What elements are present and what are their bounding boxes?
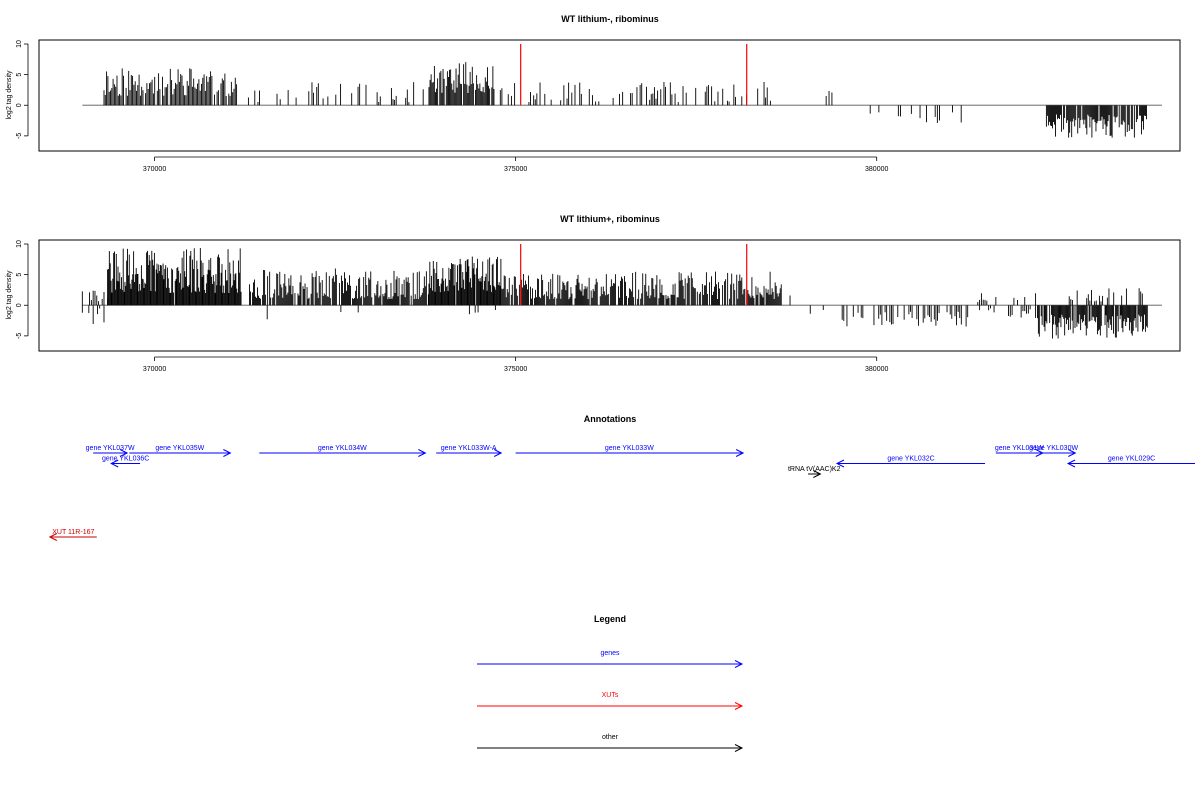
annotation-feature: gene YKL029C <box>1066 456 1195 468</box>
feature-label: gene YKL030W <box>1029 445 1078 452</box>
feature-label: gene YKL031W <box>995 445 1044 452</box>
feature-arrow-head <box>1068 449 1077 457</box>
feature-label: gene YKL032C <box>887 456 934 463</box>
feature-label: gene YKL036C <box>102 456 149 463</box>
feature-arrow-head <box>48 533 58 541</box>
y-tick-label: 5 <box>16 73 23 77</box>
x-tick-label: 370000 <box>143 366 166 373</box>
legend-items: genes XUTs other <box>477 650 744 752</box>
legend-label: XUTs <box>602 692 619 699</box>
annotation-feature: XUT 11R-167 <box>48 529 97 541</box>
feature-arrow-head <box>119 449 129 457</box>
annotation-feature: gene YKL030W <box>1029 445 1078 457</box>
annotation-feature: gene YKL033W <box>515 445 745 457</box>
feature-label: tRNA tV(AAC)K2 <box>788 466 841 473</box>
axes: -5 0 5 10 370000 375000 380000 <box>16 40 888 173</box>
feature-arrow-head <box>418 449 427 457</box>
panel-title: WT lithium+, ribominus <box>560 214 660 224</box>
y-tick-label: 0 <box>16 303 23 307</box>
feature-label: gene YKL037W <box>86 445 135 452</box>
legend-label: other <box>602 734 619 741</box>
density-bars <box>82 44 1162 138</box>
annotation-feature: gene YKL037W <box>86 445 135 457</box>
plot-frame <box>38 39 1181 152</box>
y-tick-label: 5 <box>16 273 23 277</box>
legend-arrow-head <box>734 744 744 752</box>
legend-item: other <box>477 734 744 752</box>
x-tick-label: 375000 <box>504 366 527 373</box>
annotation-feature: gene YKL035W <box>129 445 232 457</box>
legend-arrow-head <box>734 660 744 668</box>
y-axis-label: log2 tag density <box>6 270 13 320</box>
feature-arrow-head <box>735 449 745 457</box>
annotations-title: Annotations <box>584 414 637 424</box>
x-tick-label: 375000 <box>504 166 527 173</box>
y-tick-label: -5 <box>16 133 23 139</box>
x-tick-label: 380000 <box>865 166 888 173</box>
legend-label: genes <box>600 650 620 657</box>
legend-title: Legend <box>594 614 626 624</box>
annotation-feature: gene YKL032C <box>835 456 986 468</box>
feature-arrow-head <box>110 459 119 468</box>
annotation-feature: gene YKL033W-A <box>436 445 503 457</box>
y-axis-label: log2 tag density <box>6 70 13 120</box>
feature-label: gene YKL034W <box>318 445 367 452</box>
legend: Legend genes XUTs other <box>477 614 744 752</box>
track-panel-lithium-plus: WT lithium+, ribominus log2 tag density … <box>6 214 1181 373</box>
density-bars <box>81 244 1162 339</box>
feature-label: gene YKL033W-A <box>441 445 497 452</box>
annotation-feature: gene YKL036C <box>102 456 149 468</box>
feature-arrow-head <box>223 449 232 457</box>
feature-arrow-head <box>1066 459 1076 468</box>
plot-frame <box>38 239 1181 352</box>
legend-arrow-head <box>734 702 744 710</box>
feature-label: XUT 11R-167 <box>52 529 94 536</box>
x-tick-label: 380000 <box>865 366 888 373</box>
annotation-feature: tRNA tV(AAC)K2 <box>788 466 841 478</box>
axes: -5 0 5 10 370000 375000 380000 <box>16 240 888 373</box>
panel-title: WT lithium-, ribominus <box>561 14 659 24</box>
feature-arrow-head <box>835 459 845 468</box>
y-tick-label: -5 <box>16 333 23 339</box>
x-tick-label: 370000 <box>143 166 166 173</box>
annotation-features: gene YKL037W gene YKL036C gene YKL035W gene… <box>48 445 1195 541</box>
feature-label: gene YKL033W <box>605 445 654 452</box>
annotation-feature: gene YKL034W <box>259 445 427 457</box>
y-tick-label: 10 <box>16 40 23 48</box>
feature-label: gene YKL035W <box>155 445 204 452</box>
y-tick-label: 0 <box>16 103 23 107</box>
legend-item: genes <box>477 650 744 668</box>
legend-item: XUTs <box>477 692 744 710</box>
feature-arrow-head <box>813 470 822 478</box>
feature-arrow-head <box>493 449 503 457</box>
track-panel-lithium-minus: WT lithium-, ribominus log2 tag density … <box>6 14 1181 173</box>
y-tick-label: 10 <box>16 240 23 248</box>
feature-label: gene YKL029C <box>1108 456 1155 463</box>
